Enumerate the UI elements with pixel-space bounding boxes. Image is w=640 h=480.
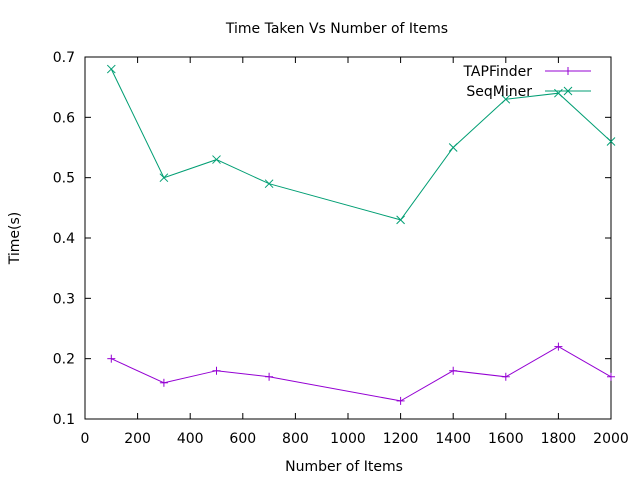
- x-tick-label: 1800: [541, 431, 577, 447]
- data-point-tapfinder: [501, 372, 510, 381]
- marker-stroke: [396, 215, 405, 225]
- y-tick-label: 0.1: [53, 412, 75, 428]
- marker-stroke: [448, 143, 458, 152]
- x-tick-label: 2000: [593, 431, 629, 447]
- legend-marker-tapfinder: [564, 67, 572, 75]
- legend: TAPFinder SeqMiner: [462, 64, 591, 100]
- data-point-seqminer: [396, 215, 405, 225]
- data-point-tapfinder: [396, 396, 405, 405]
- data-point-tapfinder: [449, 366, 458, 375]
- x-tick-label: 1200: [383, 431, 419, 447]
- marker-stroke: [159, 173, 169, 183]
- marker-stroke: [264, 179, 274, 189]
- data-point-tapfinder: [265, 372, 274, 381]
- chart-title: Time Taken Vs Number of Items: [225, 21, 448, 37]
- data-point-seqminer: [264, 179, 274, 189]
- data-point-tapfinder: [107, 354, 116, 363]
- series-line-seqminer: [110, 68, 612, 221]
- y-tick-label: 0.4: [53, 231, 75, 247]
- legend-marker-seqminer: [563, 86, 573, 96]
- x-tick-label: 600: [229, 431, 256, 447]
- data-point-seqminer: [606, 137, 616, 146]
- data-point-seqminer: [106, 64, 116, 74]
- plot-area-frame: [84, 56, 612, 420]
- y-axis-label: Time(s): [7, 212, 23, 265]
- data-point-seqminer: [501, 94, 511, 104]
- data-point-tapfinder: [212, 366, 221, 375]
- data-point-tapfinder: [607, 372, 615, 381]
- y-tick-label: 0.6: [53, 110, 75, 126]
- marker-stroke: [501, 94, 511, 104]
- x-tick-label: 200: [124, 431, 151, 447]
- x-tick-label: 1600: [488, 431, 524, 447]
- legend-label-seqminer: SeqMiner: [466, 84, 532, 100]
- y-tick-label: 0.5: [53, 171, 75, 187]
- x-tick-label: 400: [177, 431, 204, 447]
- y-tick-label: 0.3: [53, 291, 75, 307]
- data-point-seqminer: [448, 143, 458, 152]
- legend-label-tapfinder: TAPFinder: [462, 64, 532, 80]
- marker-stroke: [606, 137, 616, 146]
- series-layer: [106, 64, 616, 405]
- marker-stroke: [212, 155, 221, 164]
- y-tick-label: 0.7: [53, 50, 75, 66]
- x-axis-label: Number of Items: [285, 459, 403, 475]
- x-tick-label: 1400: [435, 431, 471, 447]
- marker-stroke: [563, 86, 573, 96]
- series-line-tapfinder: [111, 346, 612, 402]
- data-point-seqminer: [212, 155, 221, 164]
- data-point-tapfinder: [554, 342, 563, 351]
- x-tick-label: 1000: [330, 431, 366, 447]
- y-tick-label: 0.2: [53, 352, 75, 368]
- data-point-seqminer: [159, 173, 169, 183]
- x-tick-label: 0: [81, 431, 90, 447]
- x-tick-label: 800: [282, 431, 309, 447]
- marker-stroke: [106, 64, 116, 74]
- data-point-tapfinder: [159, 378, 168, 387]
- axes: 0 200 400 600 800 1000 1200 1400 1600 1800 2000 0.1…: [53, 50, 629, 447]
